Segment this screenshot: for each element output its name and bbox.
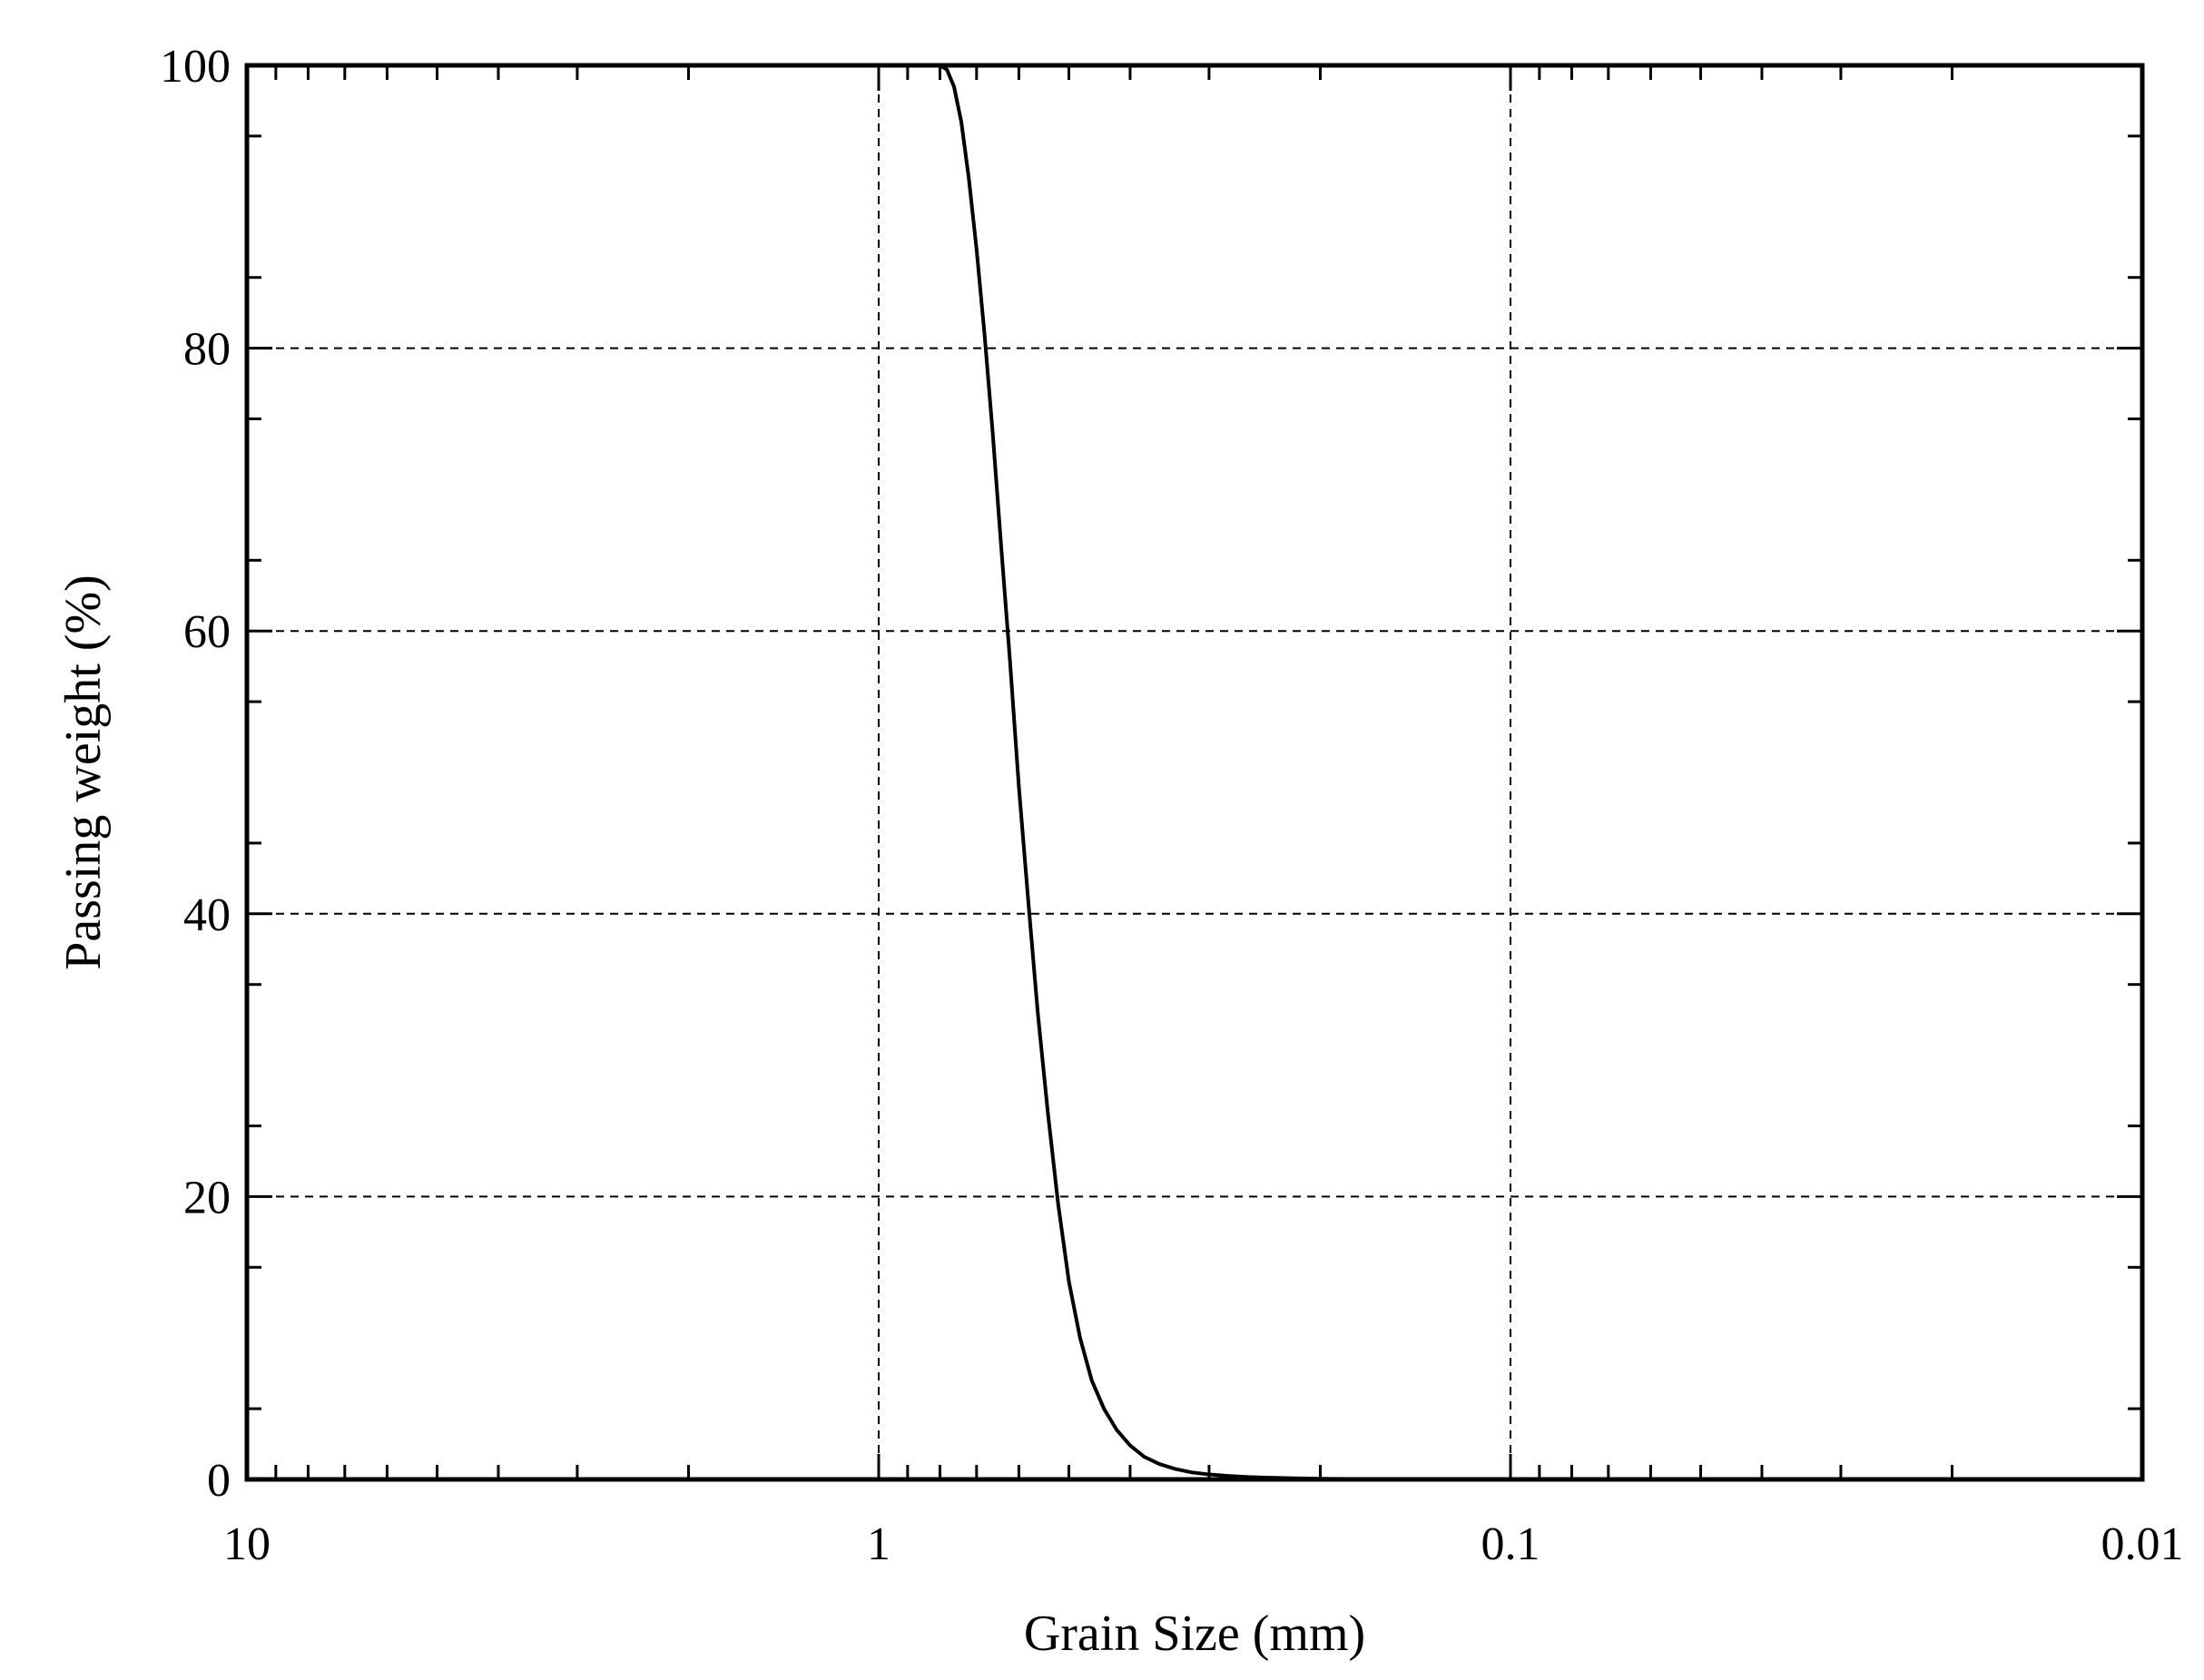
y-tick-label: 0 [207, 1455, 231, 1507]
x-tick-label: 10 [223, 1518, 271, 1570]
x-axis-title: Grain Size (mm) [1024, 1606, 1365, 1662]
plot-frame [244, 63, 2145, 1482]
y-tick-label: 100 [160, 41, 231, 93]
minor-tick-layer [245, 64, 2144, 1481]
x-tick-label: 0.01 [2101, 1518, 2184, 1570]
y-tick-label: 20 [183, 1172, 231, 1223]
x-tick-label: 1 [867, 1518, 890, 1570]
y-axis-title: Passing weight (%) [55, 575, 112, 970]
x-tick-labels: 10 1 0.1 0.01 [223, 1518, 2184, 1570]
grid-layer [247, 65, 2142, 1479]
y-tick-label: 80 [183, 324, 231, 376]
y-tick-label: 40 [183, 889, 231, 941]
x-tick-label: 0.1 [1481, 1518, 1540, 1570]
y-tick-label: 60 [183, 606, 231, 658]
y-tick-labels: 0 20 40 60 80 100 [160, 41, 231, 1507]
grading-curve [939, 64, 1382, 1481]
